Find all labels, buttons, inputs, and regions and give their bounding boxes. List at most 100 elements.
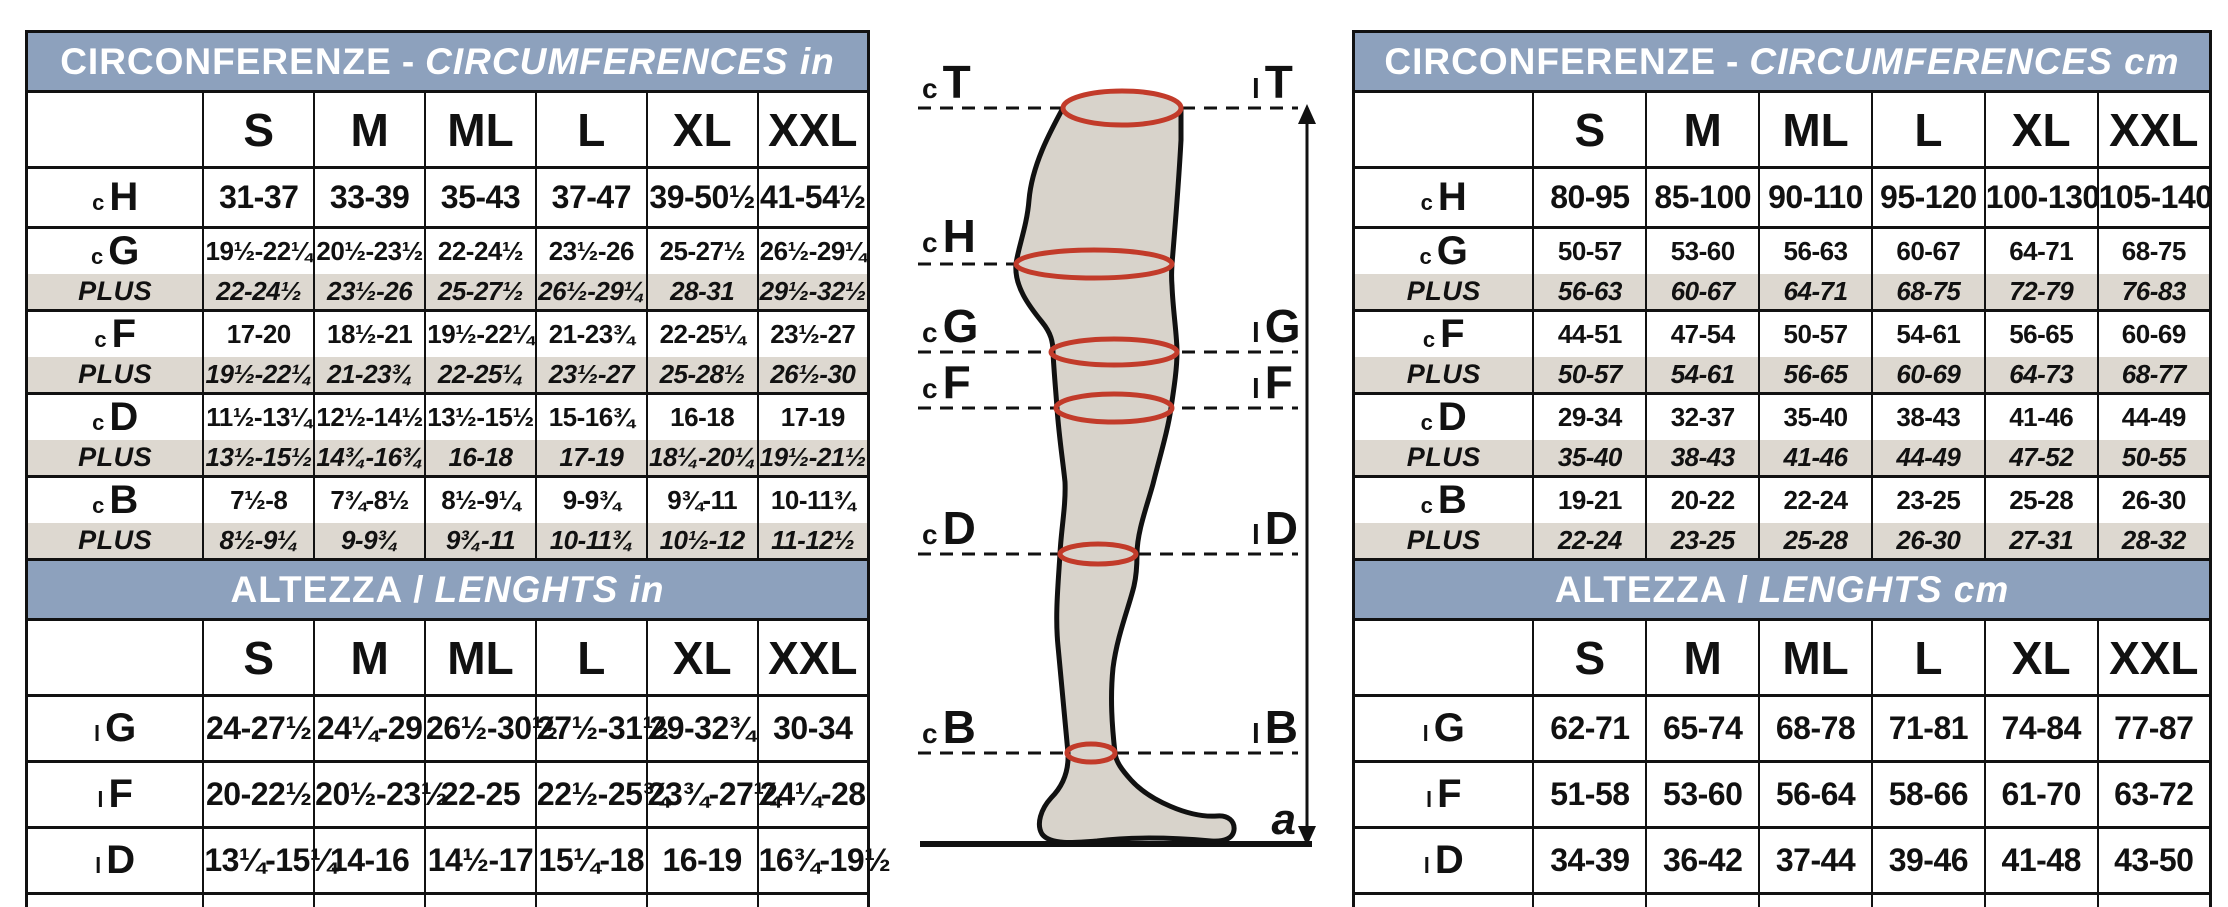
size-value-cell: 61-70 bbox=[1983, 760, 2099, 829]
table-row: l D 34-39 36-42 37-44 39-46 41-48 43-50 bbox=[1352, 826, 2212, 895]
size-value-cell: 36-42 bbox=[1645, 826, 1761, 895]
size-value-cell: 60-67 bbox=[1645, 274, 1761, 312]
size-header-row: S M ML L XL XXL bbox=[25, 90, 870, 169]
size-table-inches: CIRCONFERENZE - CIRCUMFERENCES in S M ML L XL X… bbox=[25, 30, 891, 907]
size-value-cell: 35-40 bbox=[1532, 440, 1648, 478]
size-value-cell: 28-31 bbox=[645, 274, 759, 312]
size-value-cell: 64-71 bbox=[1758, 274, 1873, 312]
circumference-rows: c H 31-37 33-39 35-43 37-47 39-50½ 41-54½ c G 19½-… bbox=[25, 166, 870, 561]
table-row: l G 24-27½ 24¼-29 26½-30½ 27½-31½ 29-32¾ 30-34 bbox=[25, 694, 870, 763]
plus-label: PLUS bbox=[78, 442, 153, 472]
size-value-cell: 9-9¾ bbox=[534, 475, 648, 523]
row-letter: G bbox=[105, 706, 137, 750]
size-value-cell: 43-50 bbox=[2096, 826, 2212, 895]
size-value-cell: 25-28 bbox=[1983, 475, 2099, 523]
size-value-cell: 38-43 bbox=[1645, 440, 1761, 478]
table-row: l G 62-71 65-74 68-78 71-81 74-84 77-87 bbox=[1352, 694, 2212, 763]
size-column-header: S bbox=[1532, 90, 1648, 169]
table-row: lB3-43½-4¼4-4¼4-4¼4¼-4¾4¼-4¾ bbox=[25, 892, 870, 907]
size-value-cell: 41-48 bbox=[1983, 826, 2099, 895]
size-value-cell: 68-75 bbox=[2096, 226, 2212, 274]
size-value-cell: 41-54½ bbox=[756, 166, 870, 229]
circumference-header: CIRCONFERENZE - CIRCUMFERENCES in bbox=[25, 30, 870, 93]
ring-G bbox=[1048, 336, 1180, 368]
plus-label: PLUS bbox=[78, 276, 153, 306]
size-value-cell: 72-79 bbox=[1983, 274, 2099, 312]
plus-label: PLUS bbox=[1406, 359, 1481, 389]
circumference-header-band: CIRCONFERENZE - CIRCUMFERENCES in bbox=[25, 30, 870, 93]
size-value-cell: 22-25 bbox=[424, 760, 537, 829]
row-label: PLUS bbox=[1352, 274, 1535, 312]
row-label: PLUS bbox=[1352, 523, 1535, 561]
circumference-header-row: CIRCONFERENZE - CIRCUMFERENCES cm bbox=[1352, 30, 2212, 93]
plus-label: PLUS bbox=[78, 525, 153, 555]
size-value-cell: 20½-23½ bbox=[313, 226, 427, 274]
row-label: PLUS bbox=[1352, 357, 1535, 395]
size-value-cell: 64-71 bbox=[1983, 226, 2099, 274]
row-letter: B bbox=[1437, 478, 1467, 522]
header-title-english: LENGHTS cm bbox=[1758, 568, 2010, 610]
corner-cell bbox=[1352, 618, 1535, 697]
size-column-header: ML bbox=[1758, 618, 1873, 697]
table-row: l F 20-22½ 20½-23½ 22-25 22½-25¾ 23¾-27¼ 24¼-28 bbox=[25, 760, 870, 829]
row-prefix: c bbox=[1420, 493, 1433, 518]
size-value-cell: 26-30 bbox=[1870, 523, 1986, 561]
size-column-header: XL bbox=[645, 90, 759, 169]
length-rows: l G 24-27½ 24¼-29 26½-30½ 27½-31½ 29-32¾ 30-34 l… bbox=[25, 694, 891, 907]
size-value-cell: 23½-26 bbox=[313, 274, 427, 312]
size-value-cell: 19½-21½ bbox=[756, 440, 870, 478]
size-value-cell: 20-22 bbox=[1645, 475, 1761, 523]
size-column-header: L bbox=[534, 618, 648, 697]
row-prefix: c bbox=[1422, 327, 1436, 352]
size-value-cell: 24¼-28 bbox=[756, 760, 870, 829]
row-label: PLUS bbox=[25, 440, 205, 478]
size-column-header: XXL bbox=[2096, 90, 2212, 169]
header-title-english: CIRCUMFERENCES cm bbox=[1749, 40, 2180, 82]
row-prefix: c bbox=[1420, 410, 1433, 435]
size-value-cell: 9-11 bbox=[1645, 892, 1761, 907]
size-value-cell: 35-43 bbox=[424, 166, 537, 229]
size-value-cell: 22-24 bbox=[1758, 475, 1873, 523]
row-letter: G bbox=[1436, 229, 1468, 273]
size-value-cell: 85-100 bbox=[1645, 166, 1761, 229]
arrow-up-icon bbox=[1298, 104, 1316, 124]
size-column-header: L bbox=[1870, 90, 1986, 169]
size-value-cell: 13¼-15¼ bbox=[202, 826, 337, 895]
size-value-cell: 44-49 bbox=[1870, 440, 1986, 478]
length-rows: l G 62-71 65-74 68-78 71-81 74-84 77-87 l F 51-58 5… bbox=[1352, 694, 2212, 907]
size-header-row: S M ML L XL XXL bbox=[25, 618, 870, 697]
plus-label: PLUS bbox=[1406, 442, 1481, 472]
size-value-cell: 20½-23½ bbox=[313, 760, 447, 829]
row-prefix: c bbox=[1419, 244, 1432, 269]
ring-H bbox=[1013, 247, 1175, 281]
size-value-cell: 21-23¾ bbox=[534, 309, 648, 357]
size-column-header: XL bbox=[1983, 90, 2099, 169]
size-value-cell: 24-27½ bbox=[202, 694, 316, 763]
table-row: c G 19½-22¼ 20½-23½ 22-24½ 23½-26 25-27½ 26½-29… bbox=[25, 226, 870, 274]
size-value-cell: 3½-4¼ bbox=[313, 892, 427, 907]
size-value-cell: 4¼-4¾ bbox=[645, 892, 759, 907]
size-value-cell: 18¼-20¼ bbox=[645, 440, 759, 478]
size-value-cell: 51-58 bbox=[1532, 760, 1648, 829]
size-value-cell: 44-51 bbox=[1532, 309, 1648, 357]
size-value-cell: 7½-8 bbox=[202, 475, 316, 523]
row-prefix: l bbox=[94, 721, 101, 746]
size-value-cell: 21-23¾ bbox=[313, 357, 427, 395]
size-value-cell: 23-25 bbox=[1645, 523, 1761, 561]
row-letter: D bbox=[109, 395, 139, 439]
size-column-header: XL bbox=[1983, 618, 2099, 697]
row-prefix: l bbox=[1425, 787, 1433, 812]
size-value-cell: 17-20 bbox=[202, 309, 316, 357]
header-separator: - bbox=[401, 40, 416, 82]
size-value-cell: 77-87 bbox=[2096, 694, 2212, 763]
size-value-cell: 14½-17 bbox=[424, 826, 537, 895]
row-label: PLUS bbox=[1352, 440, 1535, 478]
size-value-cell: 8½-9¼ bbox=[202, 523, 316, 561]
